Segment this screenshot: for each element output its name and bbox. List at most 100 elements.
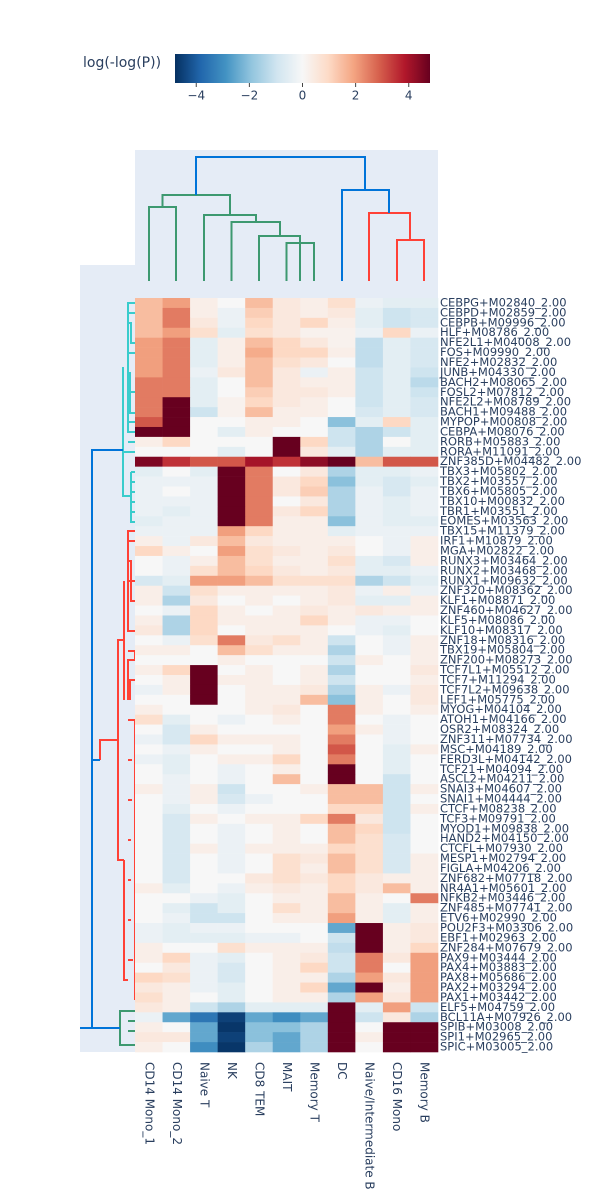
row-label: FIGLA+M04206_2.00 — [440, 861, 561, 875]
heatmap-cell — [382, 675, 411, 686]
heatmap-cell — [327, 913, 356, 924]
heatmap-cell — [410, 516, 439, 527]
heatmap-cell — [162, 823, 191, 835]
heatmap-cell — [355, 615, 384, 626]
row-label: CEBPA+M08076_2.00 — [440, 424, 565, 438]
heatmap-cell — [382, 456, 411, 467]
row-label: TCF21+M04094_2.00 — [439, 762, 563, 776]
heatmap-cell — [245, 655, 274, 666]
heatmap-cell — [217, 853, 246, 864]
heatmap-cell — [245, 1002, 274, 1013]
heatmap-cell — [327, 655, 356, 666]
heatmap-cell — [162, 903, 191, 914]
heatmap-cell — [245, 942, 274, 954]
heatmap-cell — [410, 764, 439, 775]
heatmap-cell — [355, 377, 384, 388]
heatmap-cell — [272, 932, 301, 944]
heatmap-cell — [327, 724, 356, 735]
heatmap-cell — [300, 952, 329, 964]
heatmap-cell — [245, 357, 274, 368]
heatmap-cell — [162, 298, 191, 309]
heatmap-cell — [190, 605, 218, 616]
heatmap-cell — [300, 932, 329, 944]
row-label: RUNX3+M03464_2.00 — [440, 553, 568, 567]
heatmap-cell — [382, 1002, 411, 1013]
row-label: TBR1+M03551_2.00 — [439, 504, 558, 518]
heatmap-cell — [245, 377, 274, 388]
heatmap-cell — [300, 992, 329, 1003]
heatmap-cell — [327, 952, 356, 964]
heatmap-cell — [135, 317, 163, 329]
heatmap-cell — [135, 823, 163, 835]
heatmap-cell — [190, 486, 218, 497]
heatmap-cell — [355, 337, 384, 348]
heatmap-cell — [217, 377, 246, 388]
heatmap-cell — [355, 794, 384, 805]
row-label: TCF7L1+M05512_2.00 — [439, 663, 570, 677]
heatmap-cell — [190, 565, 218, 577]
heatmap-cell — [410, 823, 439, 835]
row-label: ZNF18+M08316_2.00 — [440, 633, 565, 647]
heatmap-cell — [135, 903, 163, 914]
heatmap-cell — [245, 794, 274, 805]
heatmap-cell — [135, 357, 163, 368]
colorbar-tick-label: −4 — [187, 89, 205, 103]
heatmap-cell — [217, 536, 246, 547]
heatmap-cell — [327, 665, 356, 676]
heatmap-cell — [272, 704, 301, 715]
heatmap-cell — [190, 615, 218, 626]
heatmap-cell — [245, 496, 274, 507]
heatmap-cell — [382, 923, 411, 934]
heatmap-cell — [272, 546, 301, 557]
row-label: ETV6+M02990_2.00 — [440, 911, 557, 925]
heatmap-cell — [300, 327, 329, 338]
heatmap-cell — [190, 893, 218, 904]
heatmap-cell — [135, 486, 163, 497]
heatmap-cell — [162, 942, 191, 954]
heatmap-cell — [410, 754, 439, 765]
heatmap-cell — [272, 615, 301, 626]
heatmap-cell — [382, 1022, 411, 1033]
heatmap-cell — [327, 456, 356, 467]
colorbar-tick-label: 0 — [299, 89, 307, 103]
heatmap-cell — [245, 833, 274, 844]
heatmap-cell — [410, 407, 439, 418]
heatmap-cell — [272, 764, 301, 775]
heatmap-cell — [272, 575, 301, 587]
heatmap-cell — [300, 555, 329, 567]
heatmap-cell — [217, 516, 246, 527]
heatmap-cell — [217, 506, 246, 517]
heatmap-cell — [327, 635, 356, 646]
heatmap-cell — [355, 536, 384, 547]
heatmap-cell — [382, 794, 411, 805]
heatmap-cell — [272, 645, 301, 656]
heatmap-cell — [382, 357, 411, 368]
heatmap-cell — [190, 774, 218, 785]
heatmap-cell — [190, 466, 218, 477]
heatmap-cell — [135, 496, 163, 507]
heatmap-cell — [327, 357, 356, 368]
heatmap-cell — [245, 813, 274, 825]
heatmap-cell — [355, 555, 384, 567]
row-label: SPIB+M03008_2.00 — [440, 1020, 553, 1034]
heatmap-cell — [272, 833, 301, 844]
heatmap-cell — [300, 724, 329, 735]
heatmap-cell — [190, 516, 218, 527]
heatmap-cell — [217, 1022, 246, 1033]
heatmap-cell — [355, 923, 384, 934]
heatmap-cell — [382, 694, 411, 706]
heatmap-cell — [327, 704, 356, 715]
heatmap-cell — [162, 675, 191, 686]
heatmap-cell — [382, 605, 411, 616]
heatmap-cell — [162, 317, 191, 329]
heatmap-cell — [135, 625, 163, 636]
row-label: RUNX1+M09632_2.00 — [440, 573, 568, 587]
heatmap-cell — [162, 516, 191, 527]
heatmap — [135, 298, 439, 1053]
heatmap-cell — [272, 675, 301, 686]
row-label: RUNX2+M03468_2.00 — [440, 563, 568, 577]
heatmap-cell — [410, 833, 439, 844]
heatmap-cell — [162, 407, 191, 418]
heatmap-cell — [355, 367, 384, 378]
heatmap-cell — [162, 794, 191, 805]
